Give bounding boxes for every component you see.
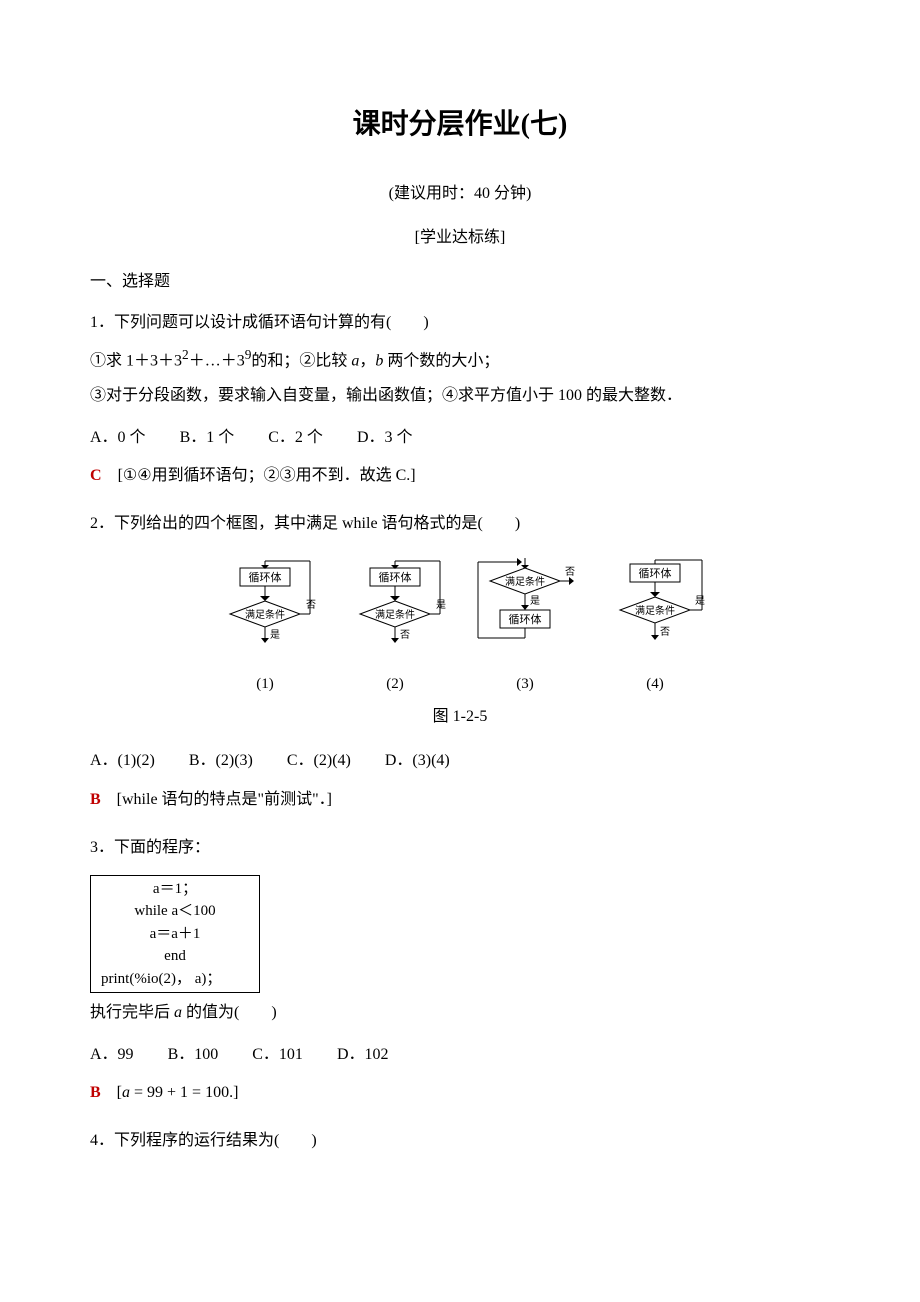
- question-3: 3．下面的程序：: [90, 830, 830, 865]
- q2-answer-letter: B: [90, 791, 101, 808]
- flowchart-1: 循环体 满足条件 否 是 (1): [210, 556, 320, 698]
- q3-line2: 执行完毕后 a 的值为( ): [90, 995, 830, 1030]
- q2-option-b: B．(2)(3): [189, 752, 253, 769]
- q3-answer-letter: B: [90, 1084, 101, 1101]
- svg-text:否: 否: [400, 629, 410, 641]
- page-title: 课时分层作业(七): [90, 100, 830, 150]
- flowchart-2: 循环体 满足条件 是 否 (2): [340, 556, 450, 698]
- svg-text:循环体: 循环体: [509, 612, 542, 626]
- flowchart-4-label: (4): [600, 671, 710, 698]
- q3-option-b: B．100: [168, 1046, 219, 1063]
- q3-answer-text: [a = 99 + 1 = 100.]: [117, 1084, 239, 1101]
- q2-answer-text: [while 语句的特点是"前测试"．]: [117, 791, 332, 808]
- q2-options: A．(1)(2) B．(2)(3) C．(2)(4) D．(3)(4): [90, 747, 830, 776]
- svg-text:是: 是: [530, 595, 540, 607]
- flowchart-caption: 图 1-2-5: [90, 703, 830, 732]
- code-line-2: while a＜100: [101, 900, 249, 923]
- q1-line2: ③对于分段函数，要求输入自变量，输出函数值；④求平方值小于 100 的最大整数．: [90, 378, 830, 413]
- svg-text:循环体: 循环体: [639, 566, 672, 580]
- svg-text:循环体: 循环体: [249, 570, 282, 584]
- q1-answer: C [①④用到循环语句；②③用不到．故选 C.]: [90, 462, 830, 491]
- q3-option-a: A．99: [90, 1046, 134, 1063]
- q2-option-d: D．(3)(4): [385, 752, 450, 769]
- time-suggestion: (建议用时：40 分钟): [90, 180, 830, 209]
- flowchart-3-label: (3): [470, 671, 580, 698]
- q1-option-a: A．0 个: [90, 429, 146, 446]
- flowchart-container: 循环体 满足条件 否 是 (1) 循环体 满足条件 是: [90, 556, 830, 698]
- q1-option-b: B．1 个: [180, 429, 235, 446]
- svg-text:循环体: 循环体: [379, 570, 412, 584]
- q1-stem: 1．下列问题可以设计成循环语句计算的有( ): [90, 305, 830, 340]
- svg-text:否: 否: [565, 566, 575, 578]
- q1-answer-letter: C: [90, 467, 102, 484]
- svg-text:满足条件: 满足条件: [245, 608, 285, 621]
- code-line-4: end: [101, 945, 249, 968]
- section-heading: 一、选择题: [90, 268, 830, 297]
- question-4: 4．下列程序的运行结果为( ): [90, 1123, 830, 1158]
- q3-option-d: D．102: [337, 1046, 389, 1063]
- question-1: 1．下列问题可以设计成循环语句计算的有( ) ①求 1＋3＋32＋…＋39的和；…: [90, 305, 830, 414]
- code-box: a＝1； while a＜100 a＝a＋1 end print(%io(2)，…: [90, 875, 260, 994]
- q1-line1: ①求 1＋3＋32＋…＋39的和；②比较 a，b 两个数的大小；: [90, 340, 830, 379]
- q2-stem: 2．下列给出的四个框图，其中满足 while 语句格式的是( ): [90, 506, 830, 541]
- svg-text:是: 是: [270, 629, 280, 641]
- q3-option-c: C．101: [252, 1046, 303, 1063]
- q3-options: A．99 B．100 C．101 D．102: [90, 1041, 830, 1070]
- q2-option-c: C．(2)(4): [287, 752, 351, 769]
- flowchart-4: 循环体 满足条件 是 否 (4): [600, 556, 710, 698]
- flowchart-1-label: (1): [210, 671, 320, 698]
- code-line-5: print(%io(2)， a)；: [101, 968, 249, 991]
- q4-stem: 4．下列程序的运行结果为( ): [90, 1123, 830, 1158]
- q2-option-a: A．(1)(2): [90, 752, 155, 769]
- svg-text:满足条件: 满足条件: [635, 604, 675, 617]
- q1-option-d: D．3 个: [357, 429, 413, 446]
- q3-stem: 3．下面的程序：: [90, 830, 830, 865]
- flowchart-2-label: (2): [340, 671, 450, 698]
- svg-text:是: 是: [695, 595, 705, 607]
- q1-answer-text: [①④用到循环语句；②③用不到．故选 C.]: [118, 467, 416, 484]
- question-2: 2．下列给出的四个框图，其中满足 while 语句格式的是( ): [90, 506, 830, 541]
- svg-text:是: 是: [436, 599, 446, 611]
- code-line-3: a＝a＋1: [101, 923, 249, 946]
- q1-option-c: C．2 个: [268, 429, 323, 446]
- q1-options: A．0 个 B．1 个 C．2 个 D．3 个: [90, 424, 830, 453]
- svg-text:满足条件: 满足条件: [375, 608, 415, 621]
- flowchart-3: 满足条件 否 是 循环体 (3): [470, 556, 580, 698]
- svg-text:满足条件: 满足条件: [505, 575, 545, 588]
- section-label: [学业达标练]: [90, 224, 830, 253]
- q2-answer: B [while 语句的特点是"前测试"．]: [90, 786, 830, 815]
- code-line-1: a＝1；: [101, 878, 249, 901]
- svg-text:否: 否: [660, 626, 670, 638]
- svg-text:否: 否: [306, 599, 316, 611]
- q3-answer: B [a = 99 + 1 = 100.]: [90, 1079, 830, 1108]
